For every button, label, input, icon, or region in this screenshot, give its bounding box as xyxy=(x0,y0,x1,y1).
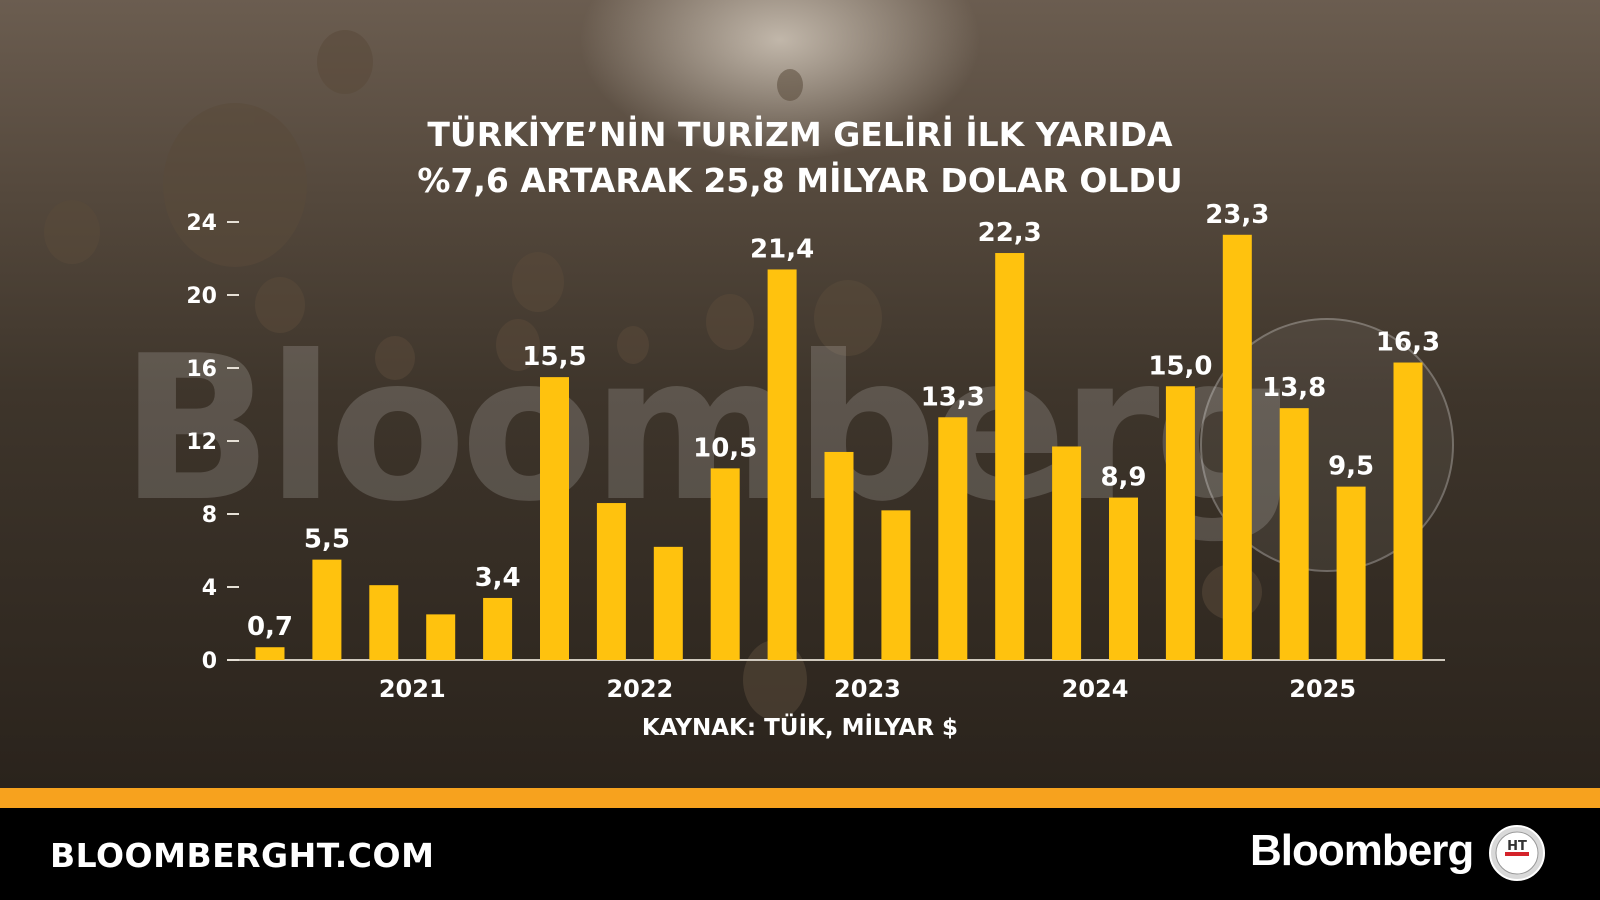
data-label: 3,4 xyxy=(475,563,521,593)
bar xyxy=(653,546,683,660)
y-tick-label: 8 xyxy=(202,503,217,528)
balloon-icon xyxy=(44,30,1262,720)
x-year-label: 2024 xyxy=(1062,675,1129,703)
data-label: 16,3 xyxy=(1376,328,1440,358)
y-tick-label: 0 xyxy=(202,649,217,674)
data-label: 5,5 xyxy=(304,525,350,555)
bar xyxy=(995,253,1025,660)
site-url[interactable]: BLOOMBERGHT.COM xyxy=(50,836,435,875)
data-label: 15,5 xyxy=(522,342,586,372)
data-label: 21,4 xyxy=(750,234,814,264)
y-tick-label: 16 xyxy=(186,357,217,382)
data-label: 23,3 xyxy=(1205,200,1269,230)
bar xyxy=(255,647,285,660)
ht-logo-text: HT xyxy=(1507,839,1527,854)
x-year-label: 2022 xyxy=(606,675,673,703)
bloomberg-logo: Bloomberg xyxy=(1250,826,1474,875)
bar xyxy=(824,451,854,660)
bar xyxy=(1222,234,1252,660)
bar xyxy=(483,597,513,660)
x-year-label: 2021 xyxy=(379,675,446,703)
bar xyxy=(369,585,399,660)
bar xyxy=(710,468,740,660)
data-label: 9,5 xyxy=(1328,452,1374,482)
bar xyxy=(540,377,569,660)
bar xyxy=(426,614,456,660)
bar xyxy=(1109,497,1138,660)
data-label: 10,5 xyxy=(693,433,757,463)
y-tick-label: 20 xyxy=(186,284,217,309)
bar xyxy=(938,417,968,660)
data-label: 13,8 xyxy=(1262,373,1326,403)
source-note: KAYNAK: TÜİK, MİLYAR $ xyxy=(642,713,958,741)
ht-logo-icon: HT xyxy=(1489,825,1545,881)
accent-band xyxy=(0,788,1600,808)
x-year-label: 2025 xyxy=(1289,675,1356,703)
bar xyxy=(1279,408,1309,660)
data-label: 0,7 xyxy=(247,612,293,642)
bar xyxy=(1393,362,1423,660)
x-year-label: 2023 xyxy=(834,675,901,703)
bar xyxy=(767,269,797,660)
data-label: 15,0 xyxy=(1148,351,1212,381)
data-label: 13,3 xyxy=(921,382,985,412)
chart-title-line-2: %7,6 ARTARAK 25,8 MİLYAR DOLAR OLDU xyxy=(417,161,1183,200)
y-tick-label: 12 xyxy=(186,430,217,455)
bar-chart: 048121620240,75,53,415,510,521,413,322,3… xyxy=(186,200,1445,741)
footer-bar: BLOOMBERGHT.COM Bloomberg HT xyxy=(0,808,1600,900)
data-label: 22,3 xyxy=(978,218,1042,248)
y-tick-label: 4 xyxy=(202,576,217,601)
bar xyxy=(881,510,911,660)
bloomberg-watermark: Bloomberg xyxy=(120,313,1297,546)
y-tick-label: 24 xyxy=(186,211,217,236)
bar xyxy=(1052,446,1082,660)
bar xyxy=(596,503,626,660)
bar xyxy=(312,559,342,660)
bar xyxy=(1165,386,1195,660)
chart-title-line-1: TÜRKİYE’NİN TURİZM GELİRİ İLK YARIDA xyxy=(427,115,1173,154)
data-label: 8,9 xyxy=(1100,463,1146,493)
bar xyxy=(1336,486,1366,660)
